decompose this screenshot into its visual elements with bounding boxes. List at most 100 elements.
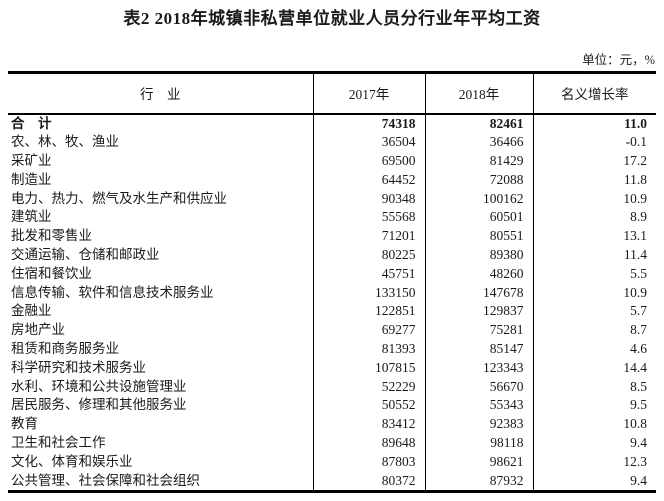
table-row: 卫生和社会工作 89648 98118 9.4 xyxy=(8,434,656,453)
value-2018-cell: 92383 xyxy=(425,415,534,435)
table-row: 教育 83412 92383 10.8 xyxy=(8,415,656,435)
growth-cell: 10.9 xyxy=(623,190,647,206)
value-2017-cell: 83412 xyxy=(313,415,426,435)
table-row: 电力、热力、燃气及水生产和供应业 90348 100162 10.9 xyxy=(8,189,656,209)
value-2018-cell: 81429 xyxy=(425,152,534,171)
value-2017-cell: 64452 xyxy=(313,170,426,190)
growth-cell: 10.8 xyxy=(623,416,647,432)
growth-cell: 4.6 xyxy=(630,341,647,357)
value-2018-cell: 87932 xyxy=(425,471,534,492)
value-2018-cell: 98621 xyxy=(425,452,534,472)
table-row: 合 计 74318 82461 11.0 xyxy=(8,113,656,134)
value-2018-cell: 85147 xyxy=(425,340,534,359)
growth-cell: 10.9 xyxy=(623,284,647,300)
growth-cell: -0.1 xyxy=(625,134,647,150)
table-row: 农、林、牧、渔业 36504 36466 -0.1 xyxy=(8,133,656,153)
growth-cell: 14.4 xyxy=(623,359,647,375)
table-row: 文化、体育和娱乐业 87803 98621 12.3 xyxy=(8,452,656,472)
industry-cell: 房地产业 xyxy=(8,321,314,341)
value-2018-cell: 48260 xyxy=(425,264,534,284)
value-2018-cell: 55343 xyxy=(425,396,534,416)
value-2018-cell: 60501 xyxy=(425,208,534,228)
growth-cell: 8.9 xyxy=(630,209,647,225)
industry-cell: 采矿业 xyxy=(8,152,314,171)
industry-cell: 制造业 xyxy=(8,170,314,190)
value-2018-cell: 82461 xyxy=(425,113,534,134)
value-2017-cell: 45751 xyxy=(313,264,426,284)
value-2017-cell: 133150 xyxy=(313,283,426,303)
growth-cell: 11.0 xyxy=(624,115,647,131)
value-2018-cell: 123343 xyxy=(425,358,534,378)
value-2017-cell: 50552 xyxy=(313,396,426,416)
growth-cell: 5.7 xyxy=(630,303,647,319)
industry-cell: 住宿和餐饮业 xyxy=(8,264,314,284)
table-row: 科学研究和技术服务业 107815 123343 14.4 xyxy=(8,358,656,378)
table-row: 交通运输、仓储和邮政业 80225 89380 11.4 xyxy=(8,246,656,265)
value-2017-cell: 69277 xyxy=(313,321,426,341)
value-2018-cell: 89380 xyxy=(425,246,534,265)
value-2017-cell: 107815 xyxy=(313,358,426,378)
growth-cell: 12.3 xyxy=(623,453,647,469)
industry-cell: 建筑业 xyxy=(8,208,314,228)
value-2017-cell: 90348 xyxy=(313,189,426,209)
value-2018-cell: 75281 xyxy=(425,321,534,341)
industry-cell: 文化、体育和娱乐业 xyxy=(8,452,314,472)
growth-cell: 11.4 xyxy=(623,247,647,263)
industry-cell: 电力、热力、燃气及水生产和供应业 xyxy=(8,189,314,209)
industry-cell: 居民服务、修理和其他服务业 xyxy=(8,396,314,416)
industry-cell: 金融业 xyxy=(8,302,314,322)
table-row: 制造业 64452 72088 11.8 xyxy=(8,170,656,190)
value-2018-cell: 98118 xyxy=(425,434,534,453)
growth-cell: 17.2 xyxy=(623,153,647,169)
industry-cell: 教育 xyxy=(8,415,314,435)
industry-cell: 公共管理、社会保障和社会组织 xyxy=(8,471,314,492)
value-2017-cell: 81393 xyxy=(313,340,426,359)
industry-cell: 交通运输、仓储和邮政业 xyxy=(8,246,314,265)
value-2017-cell: 80225 xyxy=(313,246,426,265)
column-header-2017: 2017年 xyxy=(313,72,426,115)
growth-cell: 8.7 xyxy=(630,322,647,338)
table-row: 采矿业 69500 81429 17.2 xyxy=(8,152,656,171)
value-2017-cell: 87803 xyxy=(313,452,426,472)
table-row: 信息传输、软件和信息技术服务业 133150 147678 10.9 xyxy=(8,283,656,303)
industry-cell: 农、林、牧、渔业 xyxy=(8,133,314,153)
column-header-industry: 行 业 xyxy=(8,72,314,115)
growth-cell: 9.4 xyxy=(630,435,647,451)
industry-cell: 租赁和商务服务业 xyxy=(8,340,314,359)
table-row: 批发和零售业 71201 80551 13.1 xyxy=(8,227,656,247)
value-2017-cell: 36504 xyxy=(313,133,426,153)
page-title: 表2 2018年城镇非私营单位就业人员分行业年平均工资 xyxy=(123,9,541,28)
value-2017-cell: 80372 xyxy=(313,471,426,492)
industry-cell: 卫生和社会工作 xyxy=(8,434,314,453)
growth-cell: 9.5 xyxy=(630,397,647,413)
value-2018-cell: 56670 xyxy=(425,377,534,397)
growth-cell: 11.8 xyxy=(623,171,647,187)
value-2018-cell: 147678 xyxy=(425,283,534,303)
value-2018-cell: 36466 xyxy=(425,133,534,153)
growth-cell: 9.4 xyxy=(630,472,647,488)
wage-table: 行 业 2017年 2018年 名义增长率 合 计 74318 82461 11.0 农… xyxy=(8,71,656,494)
value-2018-cell: 100162 xyxy=(425,189,534,209)
unit-note: 单位：元，% xyxy=(582,53,655,67)
value-2017-cell: 71201 xyxy=(313,227,426,247)
industry-cell: 批发和零售业 xyxy=(8,227,314,247)
industry-cell: 信息传输、软件和信息技术服务业 xyxy=(8,283,314,303)
value-2017-cell: 52229 xyxy=(313,377,426,397)
column-header-growth: 名义增长率 xyxy=(533,72,656,115)
value-2018-cell: 72088 xyxy=(425,170,534,190)
industry-cell: 合 计 xyxy=(8,113,314,134)
table-row: 住宿和餐饮业 45751 48260 5.5 xyxy=(8,264,656,284)
table-row: 水利、环境和公共设施管理业 52229 56670 8.5 xyxy=(8,377,656,397)
table-row: 居民服务、修理和其他服务业 50552 55343 9.5 xyxy=(8,396,656,416)
growth-cell: 5.5 xyxy=(630,265,647,281)
header-row: 行 业 2017年 2018年 名义增长率 xyxy=(8,72,656,115)
table-body: 合 计 74318 82461 11.0 农、林、牧、渔业 36504 36466 -0.1 采… xyxy=(8,113,656,492)
value-2018-cell: 80551 xyxy=(425,227,534,247)
value-2017-cell: 89648 xyxy=(313,434,426,453)
table-header: 行 业 2017年 2018年 名义增长率 xyxy=(8,72,656,115)
growth-cell: 13.1 xyxy=(623,228,647,244)
value-2017-cell: 74318 xyxy=(313,113,426,134)
growth-cell: 8.5 xyxy=(630,378,647,394)
value-2017-cell: 55568 xyxy=(313,208,426,228)
table-row: 租赁和商务服务业 81393 85147 4.6 xyxy=(8,340,656,359)
